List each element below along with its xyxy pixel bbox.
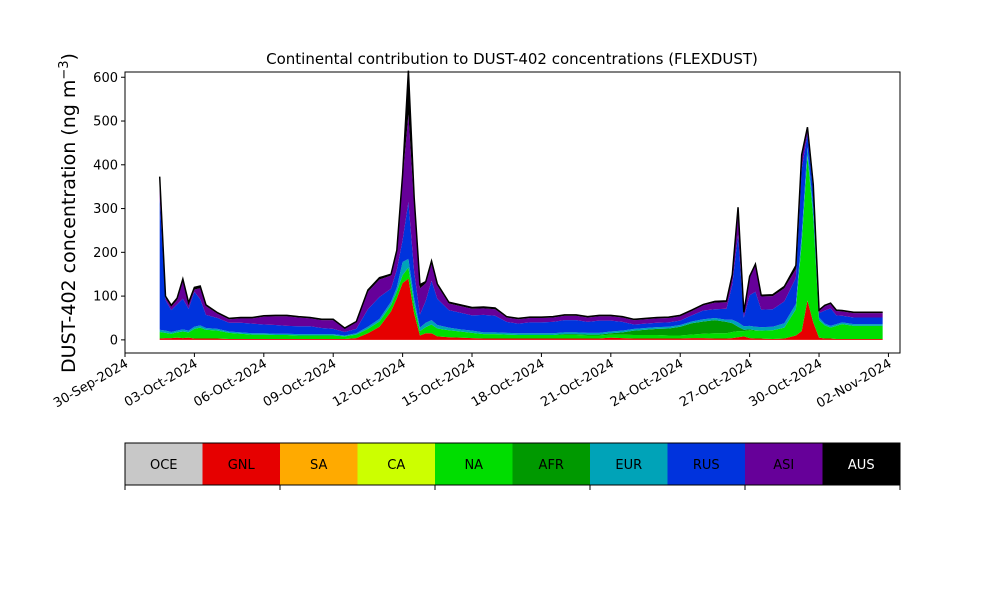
x-tick-label: 30-Oct-2024 — [747, 356, 825, 410]
legend-swatch-afr — [512, 443, 590, 485]
y-axis-label-close: ) — [58, 53, 80, 60]
y-tick-label: 300 — [93, 202, 118, 217]
y-tick-label: 200 — [93, 246, 118, 261]
y-tick-label: 600 — [93, 71, 118, 86]
area-aus — [159, 70, 883, 329]
y-tick-label: 500 — [93, 115, 118, 130]
legend-frame — [124, 442, 901, 486]
y-axis-label-main: DUST-402 concentration (ng m — [58, 80, 80, 373]
legend-label-afr: AFR — [539, 458, 564, 473]
area-gnl — [159, 278, 883, 340]
x-tick-label: 27-Oct-2024 — [677, 356, 755, 410]
legend-swatch-eur — [590, 443, 668, 485]
x-tick-label: 24-Oct-2024 — [608, 356, 686, 410]
legend-label-gnl: GNL — [228, 458, 256, 473]
legend-label-sa: SA — [310, 458, 327, 473]
legend-label-na: NA — [464, 458, 483, 473]
legend-swatch-aus — [822, 443, 900, 485]
y-tick-label: 400 — [93, 158, 118, 173]
legend-swatch-asi — [745, 443, 823, 485]
x-tick-label: 03-Oct-2024 — [122, 356, 200, 410]
legend-swatch-sa — [280, 443, 358, 485]
legend-label-oce: OCE — [150, 458, 178, 473]
y-axis-label-unit-power: −3 — [57, 60, 72, 79]
x-tick-label: 15-Oct-2024 — [400, 356, 478, 410]
legend: OCE GNL SA CA NA AFR EUR RUS ASI AUS — [124, 442, 901, 490]
chart-title: Continental contribution to DUST-402 con… — [266, 50, 758, 68]
x-axis: 30-Sep-202403-Oct-202406-Oct-202409-Oct-… — [51, 353, 894, 411]
legend-swatch-ca — [357, 443, 435, 485]
legend-swatch-na — [435, 443, 513, 485]
total-outline — [158, 70, 883, 329]
x-tick-label: 09-Oct-2024 — [261, 356, 339, 410]
legend-swatch-oce — [125, 443, 203, 485]
area-asi — [159, 114, 883, 332]
plot-area — [158, 70, 883, 340]
x-tick-label: 06-Oct-2024 — [191, 356, 269, 410]
legend-label-eur: EUR — [615, 458, 642, 473]
legend-label-ca: CA — [387, 458, 405, 473]
legend-swatch-rus — [667, 443, 745, 485]
x-tick-label: 02-Nov-2024 — [814, 356, 894, 411]
y-tick-label: 100 — [93, 290, 118, 305]
legend-label-aus: AUS — [848, 458, 875, 473]
legend-swatch-gnl — [202, 443, 280, 485]
legend-label-rus: RUS — [693, 458, 720, 473]
y-tick-label: 0 — [110, 333, 118, 348]
x-tick-label: 18-Oct-2024 — [469, 356, 547, 410]
plot-frame — [124, 71, 901, 354]
y-axis-label: DUST-402 concentration (ng m−3) — [57, 53, 81, 373]
y-axis: 0 100 200 300 400 500 600 — [93, 71, 125, 348]
x-tick-label: 12-Oct-2024 — [330, 356, 408, 410]
x-tick-label: 21-Oct-2024 — [538, 356, 616, 410]
legend-label-asi: ASI — [773, 458, 794, 473]
